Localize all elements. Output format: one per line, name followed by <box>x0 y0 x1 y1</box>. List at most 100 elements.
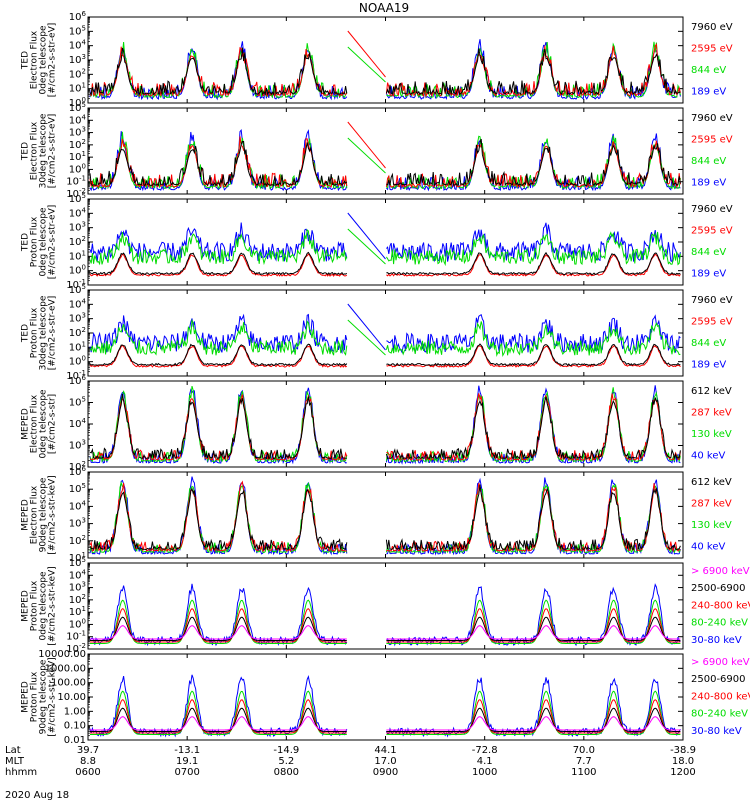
x-tick-label: 7.7 <box>576 756 592 767</box>
y-tick-label: 101 <box>69 340 86 353</box>
series-blue <box>89 674 681 738</box>
legend-entry: 7960 eV <box>691 113 733 124</box>
x-tick-label: 4.1 <box>477 756 493 767</box>
legend-entry: 189 eV <box>691 269 726 280</box>
y-tick-label: 105 <box>69 24 86 37</box>
x-tick-label: 8.8 <box>80 756 96 767</box>
gap-line <box>347 30 386 78</box>
legend-entry: 287 keV <box>691 499 732 510</box>
legend-entry: 612 keV <box>691 477 732 488</box>
legend-entry: 30-80 keV <box>691 726 742 737</box>
y-tick-label: 10-1 <box>66 630 86 643</box>
panel-frame <box>87 562 684 650</box>
panel-8: 0.01 0.10 1.00 10.00 100.00 1000.00 10000.00ME… <box>21 649 750 746</box>
series-blue <box>89 583 681 647</box>
series-black <box>90 616 681 641</box>
y-tick-label: 105 <box>69 482 86 495</box>
legend-entry: 40 keV <box>691 542 725 553</box>
y-tick-label: 101 <box>69 249 86 262</box>
legend-entry: 2500-6900 <box>691 583 746 594</box>
y-tick-label: 103 <box>69 312 86 325</box>
gap-line <box>347 121 386 169</box>
y-tick-label: 102 <box>69 235 86 248</box>
y-tick-label: 103 <box>69 221 86 234</box>
legend-entry: 40 keV <box>691 451 725 462</box>
y-tick-label: 105 <box>69 283 86 296</box>
y-tick-label: 103 <box>69 126 86 139</box>
legend-entry: 2595 eV <box>691 226 733 237</box>
panel-frame <box>87 653 684 741</box>
y-axis-label: TEDProton Flux30deg telescope[#/cm2-s-st… <box>21 295 58 370</box>
y-tick-label: 102 <box>69 138 86 151</box>
series-black <box>90 707 681 732</box>
y-axis-label: TEDElectron Flux30deg telescope[#/cm2-s-… <box>21 113 58 188</box>
y-tick-label: 10000.00 <box>38 649 86 660</box>
y-tick-label: 101 <box>69 150 86 163</box>
gap-line <box>347 212 386 260</box>
date-label: 2020 Aug 18 <box>5 790 69 800</box>
legend-entry: 189 eV <box>691 87 726 98</box>
y-tick-label: 103 <box>69 53 86 66</box>
legend-entry: 2595 eV <box>691 135 733 146</box>
legend-entry: 2500-6900 <box>691 674 746 685</box>
y-tick-label: 102 <box>69 326 86 339</box>
legend-entry: 30-80 keV <box>691 635 742 646</box>
series-black <box>89 343 681 367</box>
gap-line <box>347 228 386 265</box>
legend-entry: 844 eV <box>691 156 726 167</box>
series-red <box>89 136 681 189</box>
y-tick-label: 102 <box>69 534 86 547</box>
legend-entry: 2595 eV <box>691 317 733 328</box>
series-red <box>90 699 681 734</box>
x-tick-label: 0600 <box>75 767 100 778</box>
series-red <box>90 393 681 462</box>
x-tick-label: 70.0 <box>573 745 595 756</box>
x-tick-label: 1000 <box>472 767 497 778</box>
y-tick-label: 1.00 <box>64 706 86 717</box>
y-tick-label: 102 <box>69 593 86 606</box>
panel-frame <box>87 289 684 377</box>
y-tick-label: 1000.00 <box>45 663 86 674</box>
legend-entry: 844 eV <box>691 338 726 349</box>
y-tick-label: 106 <box>69 10 87 23</box>
y-axis-label: TEDElectron Flux0deg telescope[#/cm2-s-s… <box>21 23 58 98</box>
y-tick-label: 103 <box>69 581 86 594</box>
series-magenta <box>90 716 681 731</box>
x-row-label: hhmm <box>5 767 37 778</box>
chart-title: NOAA19 <box>359 1 409 15</box>
legend-entry: 844 eV <box>691 65 726 76</box>
y-tick-label: 10.00 <box>57 692 86 703</box>
legend-entry: 189 eV <box>691 360 726 371</box>
series-green <box>89 385 681 464</box>
y-axis-label: MEPEDProton Flux0deg telescope[#/cm2-s-s… <box>21 566 58 645</box>
series-black <box>89 394 681 460</box>
y-tick-label: 106 <box>69 374 87 387</box>
y-tick-label: 105 <box>69 101 86 114</box>
legend-entry: 7960 eV <box>691 22 733 33</box>
series-blue <box>89 128 681 192</box>
y-tick-label: 101 <box>69 605 86 618</box>
x-row-label: Lat <box>5 745 21 756</box>
x-tick-label: 18.0 <box>672 756 694 767</box>
y-tick-label: 100.00 <box>51 678 86 689</box>
legend-entry: 189 eV <box>691 178 726 189</box>
y-tick-label: 0.10 <box>64 721 86 732</box>
y-tick-label: 103 <box>69 439 86 452</box>
y-tick-label: 104 <box>69 39 87 52</box>
legend-entry: 844 eV <box>691 247 726 258</box>
y-tick-label: 104 <box>69 568 87 581</box>
panel-frame <box>87 198 684 286</box>
series-black <box>89 47 681 96</box>
series-green <box>90 599 681 644</box>
x-tick-label: 5.2 <box>278 756 294 767</box>
legend-entry: 80-240 keV <box>691 618 748 629</box>
x-tick-label: -38.9 <box>670 745 696 756</box>
legend-entry: > 6900 keV <box>691 657 750 668</box>
